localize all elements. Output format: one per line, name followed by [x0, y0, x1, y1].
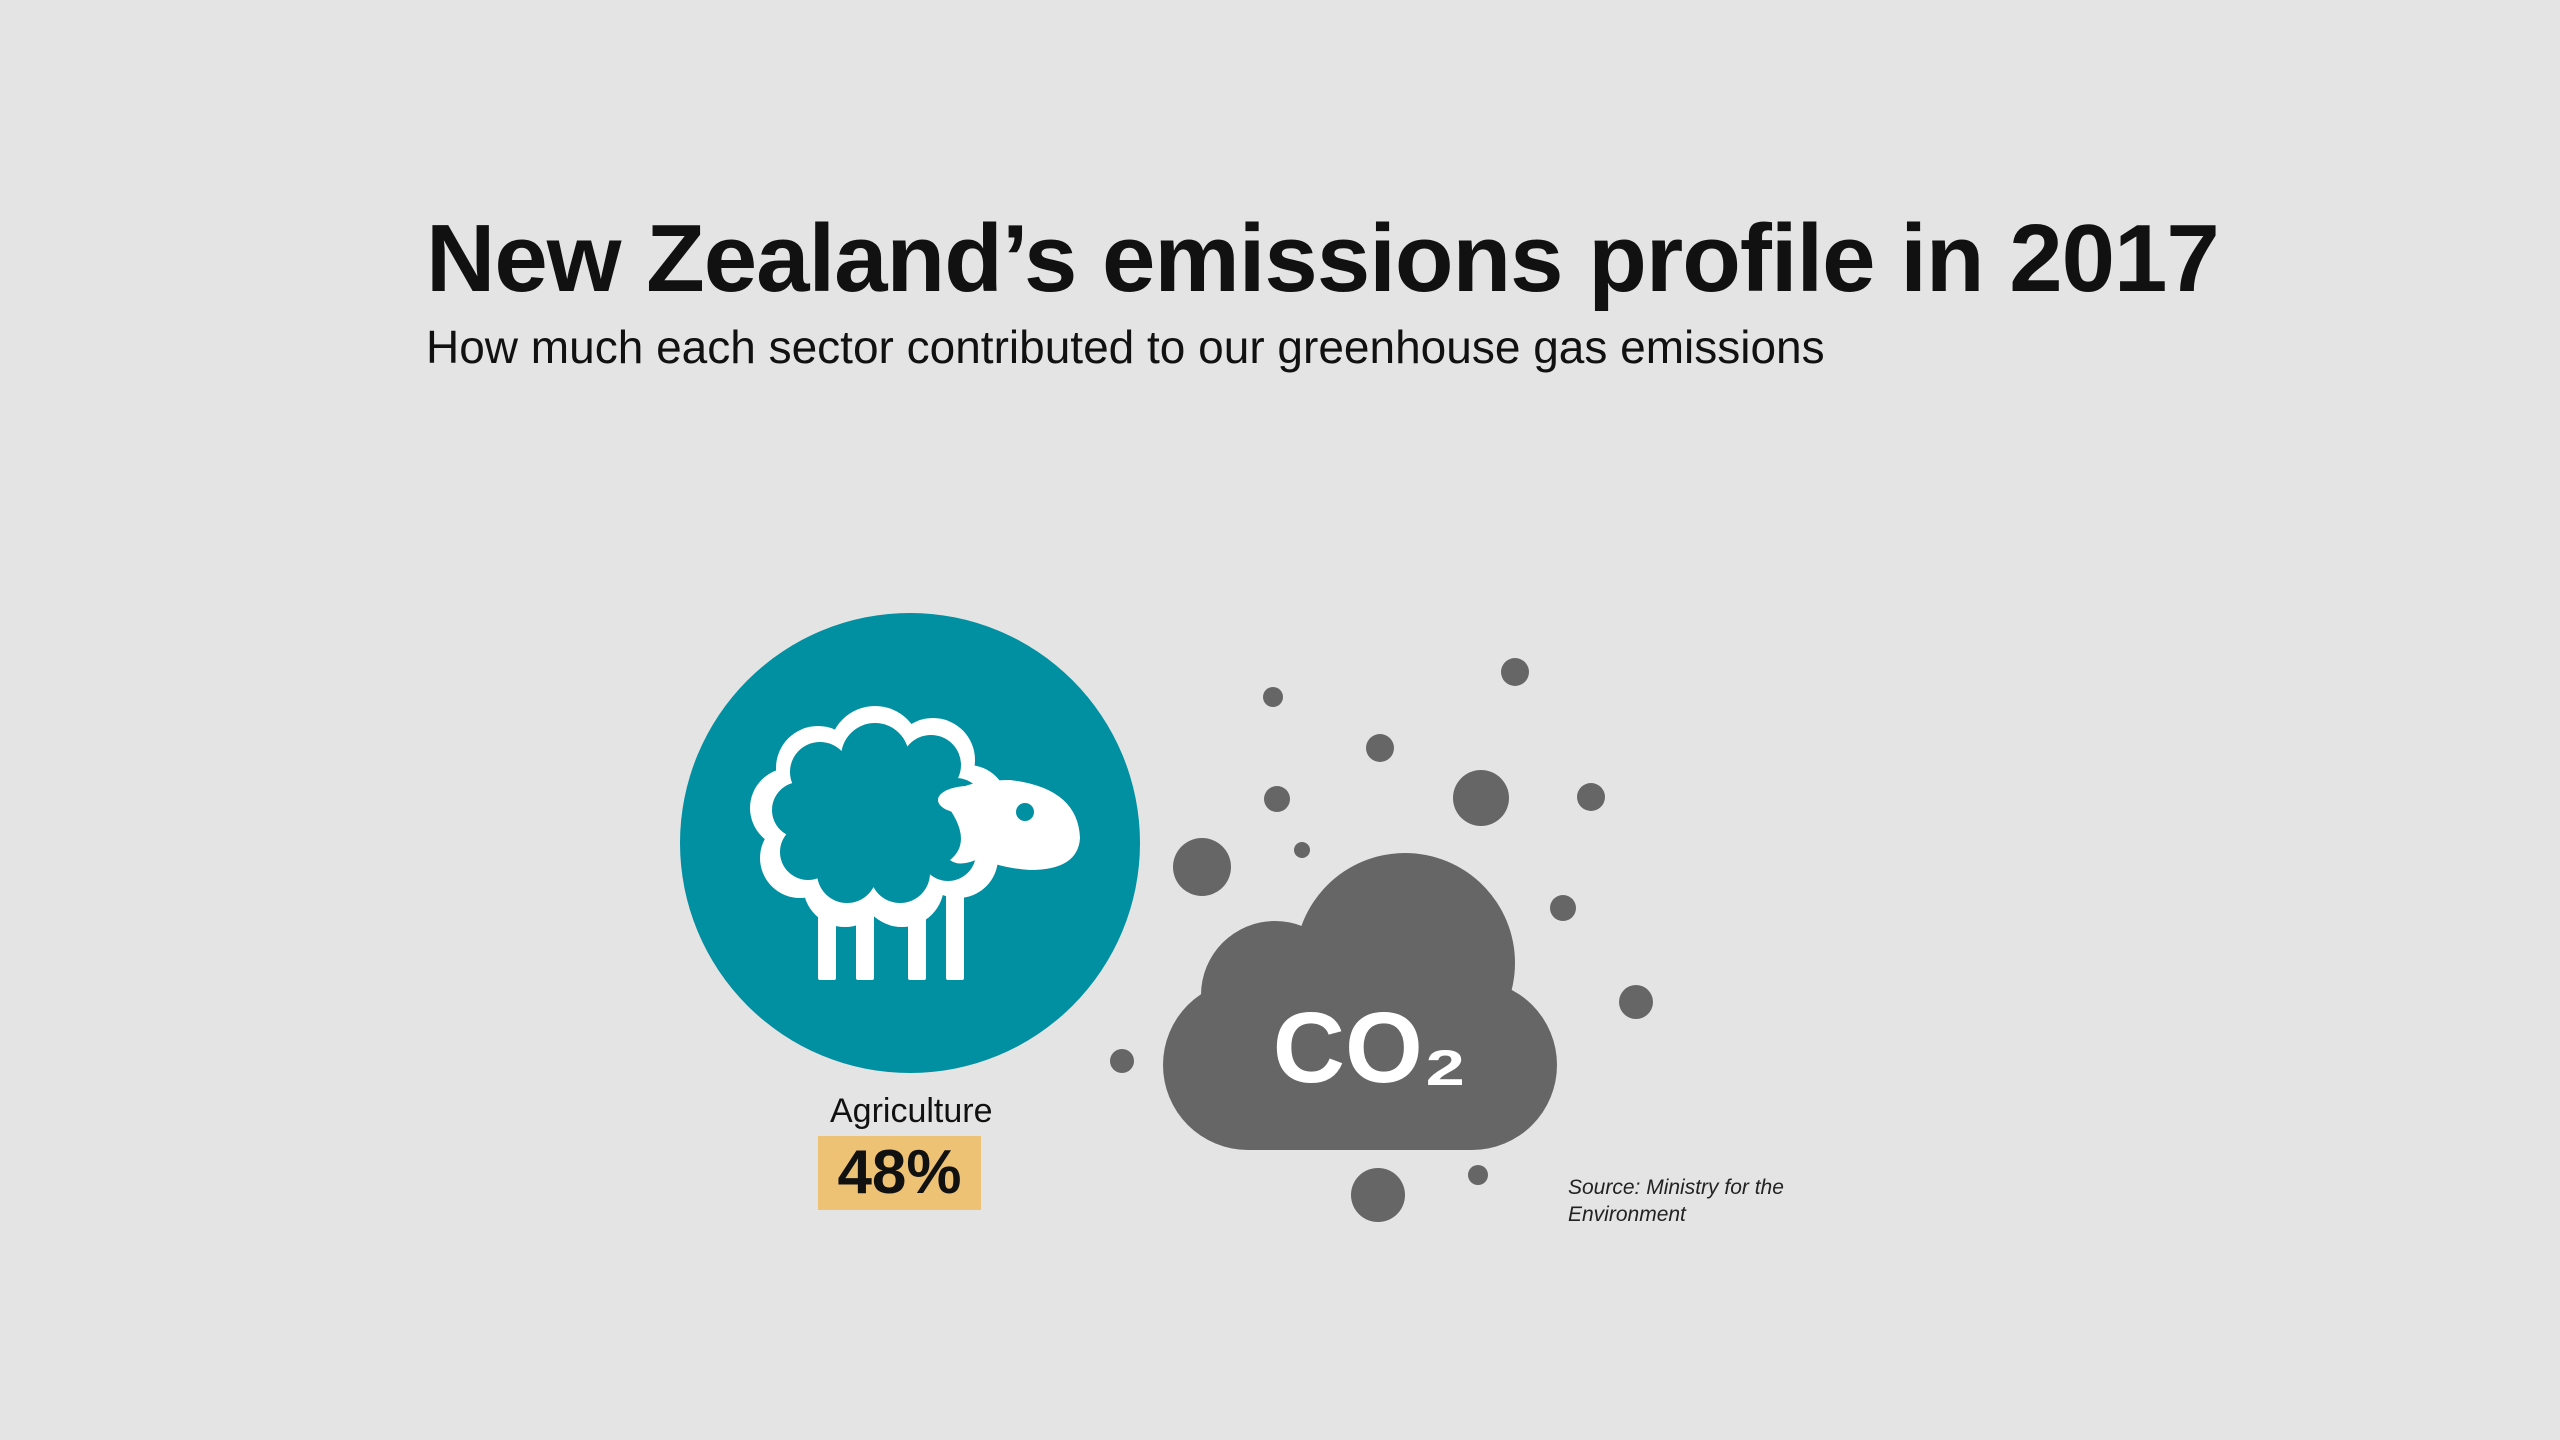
sheep-icon: [750, 706, 1080, 980]
co2-label: CO₂: [1273, 992, 1467, 1104]
co2-cloud-icon: [1163, 853, 1557, 1150]
page-title: New Zealand’s emissions profile in 2017: [426, 205, 2220, 312]
page-subtitle: How much each sector contributed to our …: [426, 321, 1825, 373]
sector-value: 48%: [837, 1138, 962, 1207]
sector-value-badge: 48%: [818, 1136, 981, 1210]
source-note: Source: Ministry for the Environment: [1568, 1176, 1784, 1227]
sector-label: Agriculture: [830, 1092, 993, 1130]
emission-bubbles: [1110, 658, 1653, 1222]
